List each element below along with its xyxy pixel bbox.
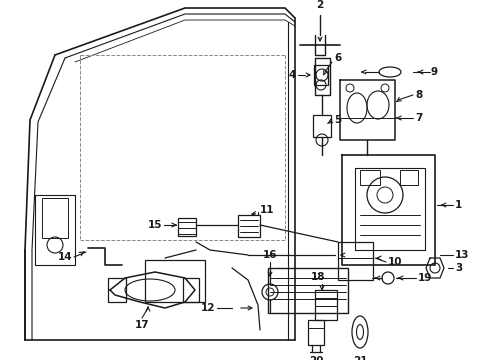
Bar (108, 278, 126, 302)
Bar (360, 170, 380, 185)
Text: 10: 10 (388, 257, 402, 267)
Text: 14: 14 (57, 252, 72, 262)
Bar (42, 198, 68, 238)
Bar (338, 242, 373, 280)
Text: 21: 21 (353, 356, 367, 360)
Text: 4: 4 (289, 70, 296, 80)
Text: 18: 18 (311, 272, 325, 282)
Text: 16: 16 (263, 250, 277, 260)
Text: 19: 19 (418, 273, 432, 283)
Bar (315, 290, 337, 320)
Bar (145, 260, 205, 302)
Bar (268, 268, 348, 313)
Text: 6: 6 (334, 53, 341, 63)
Bar (308, 320, 324, 345)
Text: 2: 2 (317, 0, 323, 10)
Text: 7: 7 (415, 113, 422, 123)
Bar (183, 278, 199, 302)
Text: 13: 13 (455, 250, 469, 260)
Bar (400, 170, 418, 185)
Text: 20: 20 (309, 356, 323, 360)
Text: 5: 5 (334, 115, 341, 125)
Text: 12: 12 (200, 303, 215, 313)
Text: 3: 3 (455, 263, 462, 273)
Bar (314, 65, 328, 85)
Text: 17: 17 (135, 320, 149, 330)
Text: 8: 8 (415, 90, 422, 100)
Bar (313, 115, 331, 137)
Text: 15: 15 (147, 220, 162, 230)
Text: 11: 11 (260, 205, 274, 215)
Bar (238, 215, 260, 237)
Text: 1: 1 (455, 200, 462, 210)
Text: 9: 9 (430, 67, 437, 77)
Bar (178, 218, 196, 236)
